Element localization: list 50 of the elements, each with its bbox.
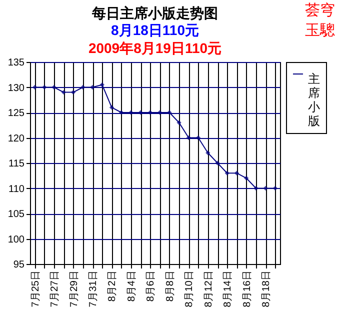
y-tick-label: 110 <box>8 184 25 195</box>
x-tick-label: 8月2日 <box>107 270 118 302</box>
y-tick-label: 135 <box>8 58 25 68</box>
x-tick-label: 7月27日 <box>50 270 61 308</box>
chart-title: 每日主席小版走势图 <box>91 5 218 21</box>
point <box>119 110 124 115</box>
chart-subtitle: 8月18日110元 <box>111 22 199 38</box>
x-tick-label: 8月16日 <box>242 270 253 308</box>
x-tick-label: 8月12日 <box>203 270 214 308</box>
point <box>254 186 258 191</box>
x-tick-label: 8月14日 <box>222 270 234 308</box>
point <box>186 135 191 140</box>
point <box>215 160 220 166</box>
y-tick-label: 105 <box>8 209 25 220</box>
y-tick-label: 100 <box>8 234 25 246</box>
x-tick-label: 8月6日 <box>146 270 157 302</box>
point <box>224 170 230 176</box>
point <box>42 84 47 90</box>
point <box>176 120 182 125</box>
y-tick-label: 120 <box>8 133 25 144</box>
point <box>109 105 114 110</box>
y-tick-label: 130 <box>8 82 25 94</box>
y-tick-label: 125 <box>8 108 25 119</box>
y-tick-label: 95 <box>13 260 25 270</box>
point <box>263 186 268 191</box>
x-tick-label: 8月4日 <box>126 270 138 302</box>
point <box>138 110 143 115</box>
x-tick-label: 8月18日 <box>261 270 272 308</box>
point <box>61 90 66 95</box>
x-tick-label: 7月31日 <box>88 270 99 308</box>
point <box>52 84 56 90</box>
point <box>206 150 210 156</box>
text: 荟穹玉驄 <box>305 2 335 39</box>
point <box>128 110 134 115</box>
point <box>244 176 249 180</box>
point <box>80 84 86 90</box>
x-tick-label: 8月10日 <box>184 270 196 308</box>
point <box>70 90 76 95</box>
point <box>32 84 38 90</box>
legend-label: 主席小版 <box>308 72 320 128</box>
point <box>167 110 172 115</box>
point <box>196 135 201 140</box>
x-tick-label: 8月8日 <box>164 270 176 302</box>
point <box>234 170 240 176</box>
text: 2009年8月19日110元 <box>88 40 222 56</box>
y-tick-label: 115 <box>8 158 25 170</box>
x-tick-label: 7月29日 <box>68 270 80 308</box>
x-tick-label: 7月25日 <box>30 270 42 308</box>
point <box>100 82 104 88</box>
point <box>272 186 278 191</box>
